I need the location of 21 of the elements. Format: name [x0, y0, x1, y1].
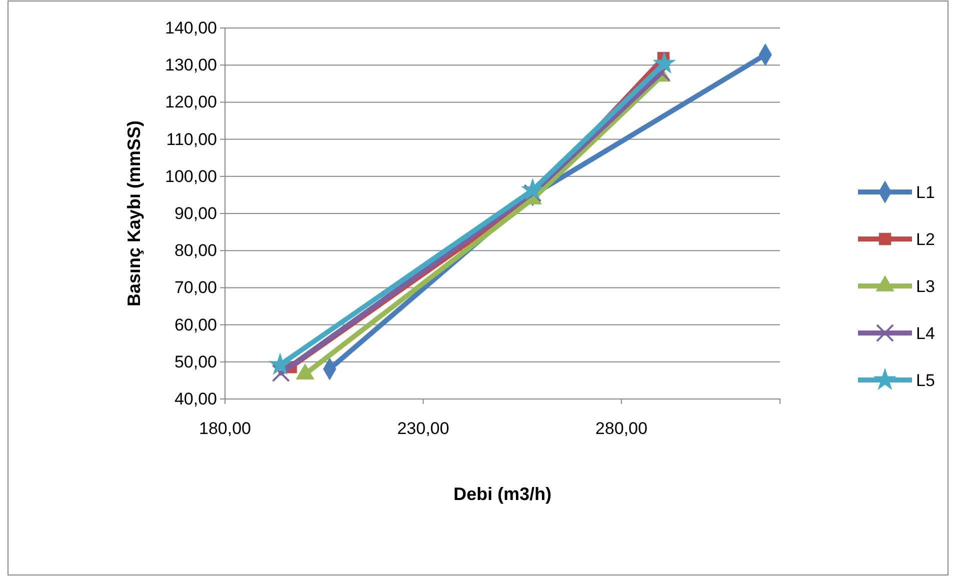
x-tick-label: 280,00 — [595, 419, 648, 438]
x-tick-label: 230,00 — [397, 419, 450, 438]
y-tick-label: 130,00 — [165, 56, 217, 75]
x-axis-title: Debi (m3/h) — [453, 484, 552, 504]
y-tick-label: 70,00 — [174, 278, 217, 298]
y-tick-label: 110,00 — [166, 130, 217, 149]
x-tick-label: 180,00 — [199, 419, 251, 438]
y-tick-label: 100,00 — [165, 166, 217, 186]
legend-label: L4 — [916, 324, 935, 343]
legend-label: L5 — [916, 371, 935, 390]
legend-label: L2 — [916, 230, 935, 249]
y-tick-label: 60,00 — [174, 315, 217, 334]
y-axis-title: Basınç Kaybı (mmSS) — [124, 120, 144, 307]
y-tick-label: 50,00 — [174, 352, 217, 372]
legend-label: L1 — [916, 183, 935, 202]
y-tick-label: 140,00 — [165, 18, 217, 38]
y-tick-label: 80,00 — [174, 241, 217, 260]
legend-label: L3 — [916, 277, 935, 296]
y-tick-label: 120,00 — [165, 92, 217, 112]
y-tick-label: 90,00 — [174, 204, 217, 223]
y-tick-label: 40,00 — [174, 389, 217, 408]
